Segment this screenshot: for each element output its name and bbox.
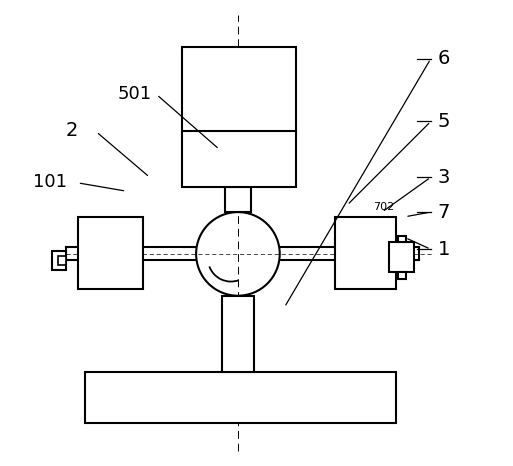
Bar xyxy=(85,372,396,424)
Text: 501: 501 xyxy=(117,85,151,103)
Bar xyxy=(225,186,251,212)
Bar xyxy=(389,242,415,273)
Text: 3: 3 xyxy=(438,168,450,187)
Bar xyxy=(182,47,296,186)
Text: 101: 101 xyxy=(33,173,68,191)
Bar xyxy=(398,236,406,242)
Text: 1: 1 xyxy=(438,240,450,259)
Text: 5: 5 xyxy=(438,112,450,131)
Text: 702: 702 xyxy=(373,201,395,212)
Bar xyxy=(77,217,143,289)
Bar xyxy=(222,296,254,372)
Bar xyxy=(398,273,406,279)
Bar xyxy=(57,255,66,265)
Text: 7: 7 xyxy=(438,203,450,222)
Bar xyxy=(336,217,396,289)
Text: 6: 6 xyxy=(438,49,450,69)
Text: 2: 2 xyxy=(66,121,78,140)
Bar xyxy=(52,251,66,270)
